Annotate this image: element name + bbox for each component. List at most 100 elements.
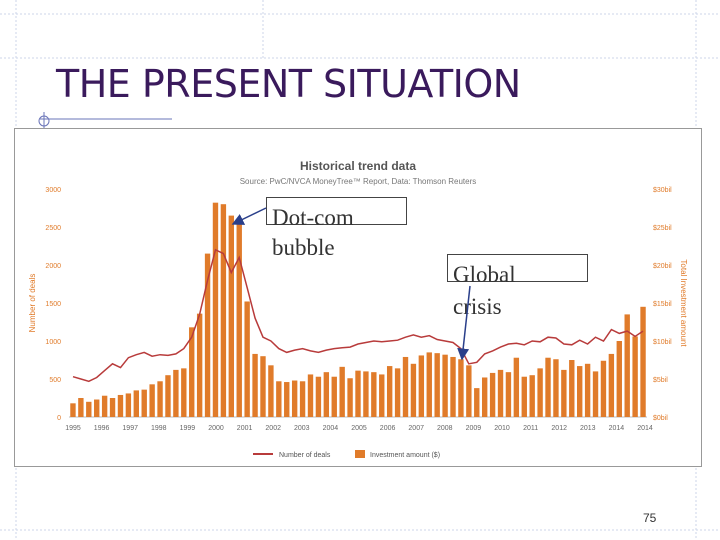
bar: [418, 355, 425, 417]
y-tick-label: 500: [49, 377, 61, 384]
bar: [189, 327, 195, 417]
bar: [78, 398, 84, 417]
x-tick-label: 2006: [380, 425, 396, 432]
bar: [157, 381, 163, 417]
bar: [268, 365, 274, 417]
x-tick-label: 2013: [580, 425, 596, 432]
bar: [529, 375, 535, 417]
bar: [600, 360, 607, 417]
x-tick-label: 2014: [609, 425, 625, 432]
y2-tick-label: $15bil: [653, 301, 672, 308]
bar: [284, 382, 290, 417]
slide-title: THE PRESENT SITUATION: [56, 62, 521, 106]
x-tick-label: 1999: [180, 425, 196, 432]
bar: [347, 378, 353, 417]
x-tick-label: 2000: [208, 425, 224, 432]
bar: [181, 368, 187, 417]
bar: [276, 381, 282, 417]
legend-label-deals: Number of deals: [279, 452, 331, 459]
bar: [545, 357, 551, 417]
bar: [450, 356, 456, 417]
legend-label-investment: Investment amount ($): [370, 452, 440, 459]
bar: [252, 353, 258, 417]
bar: [442, 354, 448, 417]
bar: [70, 403, 76, 417]
dotcom-annotation-line1: Dot-com: [272, 205, 354, 230]
x-tick-label: 1998: [151, 425, 167, 432]
bar: [220, 204, 227, 417]
bar: [426, 352, 432, 417]
bar: [355, 370, 361, 417]
bar: [94, 399, 100, 417]
bar: [109, 398, 116, 417]
bar: [505, 372, 512, 417]
bar: [577, 366, 583, 417]
crisis-annotation-box: [447, 254, 588, 282]
chart-subtitle: Source: PwC/NVCA MoneyTree™ Report, Data…: [240, 177, 477, 186]
bar: [386, 366, 393, 417]
y-tick-label: 2000: [45, 263, 61, 270]
x-tick-label: 1996: [94, 425, 110, 432]
bar: [244, 301, 250, 417]
bar: [466, 365, 472, 417]
bar: [291, 380, 298, 417]
bar: [394, 368, 401, 417]
bar: [371, 372, 377, 417]
y2-tick-label: $5bil: [653, 377, 668, 384]
y-tick-label: 0: [57, 415, 61, 422]
bar: [196, 313, 203, 417]
bar: [86, 401, 92, 417]
x-tick-label: 2005: [351, 425, 367, 432]
bar: [204, 253, 211, 417]
x-tick-label: 2007: [408, 425, 424, 432]
y2-tick-label: $10bil: [653, 339, 672, 346]
bar: [410, 363, 417, 417]
x-tick-label: 2003: [294, 425, 310, 432]
dotcom-annotation-box: [266, 197, 407, 225]
x-tick-label: 1995: [65, 425, 81, 432]
x-tick-label: 2009: [466, 425, 482, 432]
deals-line: [72, 248, 644, 383]
bar: [339, 366, 345, 417]
x-tick-label: 2004: [323, 425, 339, 432]
chart-frame: Historical trend data Source: PwC/NVCA Mo…: [14, 128, 702, 467]
bar: [616, 341, 622, 417]
y2-tick-label: $25bil: [653, 225, 672, 232]
x-tick-label: 1997: [122, 425, 138, 432]
y2-tick-label: $0bil: [653, 415, 668, 422]
bar: [489, 372, 496, 417]
bar: [592, 371, 599, 417]
crisis-annotation-line1: Global: [453, 262, 516, 287]
bar: [537, 368, 543, 417]
bar: [521, 376, 527, 417]
bar: [481, 377, 488, 417]
y-axis-label: Number of deals: [28, 274, 37, 333]
historical-trend-chart: Historical trend data Source: PwC/NVCA Mo…: [28, 159, 688, 459]
bar: [149, 384, 155, 417]
bar: [133, 390, 139, 417]
bar: [632, 336, 638, 417]
bar: [173, 369, 179, 417]
y-tick-label: 1000: [45, 339, 61, 346]
bar: [569, 360, 575, 417]
bar: [117, 394, 124, 417]
y-tick-label: 2500: [45, 225, 61, 232]
bar: [236, 223, 242, 417]
bar: [474, 388, 480, 417]
bar: [323, 372, 330, 417]
x-tick-label: 2008: [437, 425, 453, 432]
bar: [561, 369, 567, 417]
bar: [497, 369, 504, 417]
x-tick-label: 2001: [237, 425, 253, 432]
bar: [260, 356, 266, 417]
legend-bar-swatch: [355, 450, 365, 458]
bar: [228, 215, 235, 417]
bar: [513, 357, 520, 417]
x-tick-label: 2011: [523, 425, 538, 432]
x-tick-label: 2010: [494, 425, 510, 432]
x-tick-label: 2014: [637, 425, 653, 432]
bar: [608, 353, 615, 417]
dotcom-annotation-line2: bubble: [272, 235, 335, 260]
y-tick-label: 3000: [45, 187, 61, 194]
bar: [141, 389, 147, 417]
